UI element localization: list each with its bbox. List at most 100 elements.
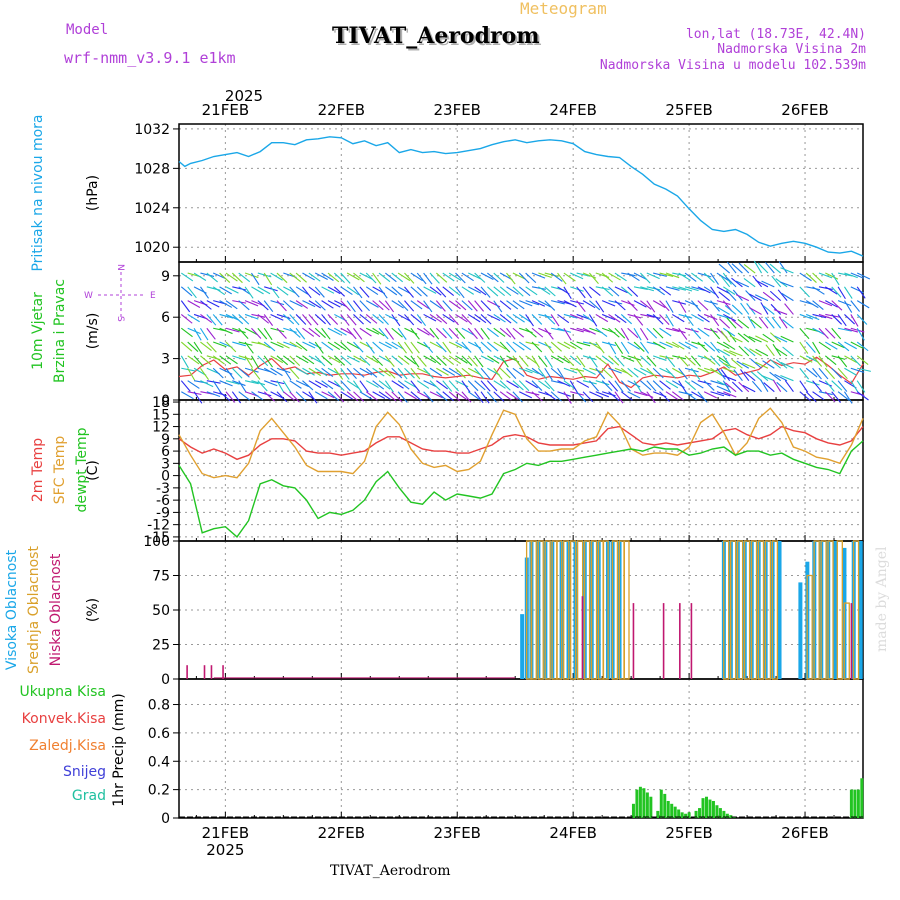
wind-arrow (620, 367, 633, 378)
wind-arrow (856, 355, 869, 366)
wind-arrow (659, 391, 670, 402)
wind-arrow (404, 300, 415, 312)
wind-arrow (499, 286, 512, 297)
wind-arrow (799, 355, 813, 363)
wind-arrow (257, 355, 269, 367)
wind-arrow (678, 367, 688, 380)
wind-arrow (799, 380, 809, 393)
wind-arrow (620, 286, 633, 297)
wind-arrow (665, 391, 678, 400)
wind-arrow (359, 355, 371, 366)
wind-arrow (327, 314, 339, 325)
wind-arrow (762, 333, 775, 343)
wind-arrow (461, 341, 472, 353)
wind-arrow (595, 313, 609, 323)
wind-arrow (270, 341, 284, 349)
wind-arrow (799, 272, 812, 282)
wind-arrow (672, 300, 686, 305)
x-tick-label-bottom: 23FEB (433, 824, 480, 842)
wind-arrow (518, 272, 530, 284)
mid-cloud-bar (771, 540, 779, 680)
low-cloud-bar (203, 665, 206, 679)
wind-arrow (353, 367, 365, 378)
wind-arrow (557, 355, 570, 364)
y-tick-label: -6 (156, 493, 170, 509)
wind-arrow (250, 355, 260, 369)
wind-arrow (365, 300, 379, 308)
wind-arrow (213, 391, 227, 397)
wind-arrow (219, 355, 232, 365)
y-tick-label: -9 (156, 505, 170, 521)
wind-arrow (747, 315, 756, 329)
wind-arrow (455, 341, 468, 350)
wind-arrow (831, 341, 845, 349)
precip-y-axis-title: 1hr Precip (mm) (111, 693, 127, 806)
wind-arrow (595, 286, 610, 291)
wind-arrow (276, 391, 288, 403)
wind-arrow (703, 286, 717, 295)
wind-arrow (691, 341, 706, 347)
wind-arrow (582, 380, 597, 385)
wind-arrow (308, 300, 322, 309)
wind-arrow (429, 341, 443, 349)
precip-bar (635, 789, 639, 818)
wind-arrow (576, 286, 586, 299)
wind-arrow (435, 327, 447, 339)
wind-arrow (818, 367, 829, 380)
high-cloud-bar (833, 541, 838, 679)
wind-arrow (639, 327, 649, 341)
wind-arrow (359, 367, 373, 376)
wind-arrow (569, 341, 583, 350)
x-tick-label-bottom: 25FEB (665, 824, 712, 842)
wind-arrow (384, 391, 397, 402)
wind-arrow (397, 341, 407, 354)
wind-arrow (321, 286, 335, 294)
wind-arrow (480, 314, 492, 325)
wind-arrow (812, 300, 824, 310)
wind-arrow (257, 314, 270, 324)
x-tick-label-bottom: 22FEB (318, 824, 365, 842)
wind-arrow (480, 327, 490, 340)
wind-arrow (423, 391, 434, 403)
wind-arrow (723, 349, 737, 357)
wind-arrow (455, 272, 466, 284)
wind-arrow (672, 286, 687, 291)
wind-arrow (372, 327, 385, 337)
wind-arrow (257, 286, 271, 295)
mid-cloud-bar (730, 540, 737, 680)
wind-arrow (423, 380, 437, 388)
wind-arrow (684, 380, 697, 391)
wind-arrow (544, 272, 559, 277)
wind-arrow (812, 327, 826, 336)
low-cloud-bar (581, 596, 584, 679)
precip-bar (725, 813, 729, 818)
wind-arrow (308, 327, 321, 338)
wind-arrow (212, 355, 225, 365)
wind-arrow (308, 272, 321, 282)
wind-arrow (627, 391, 641, 399)
wind-arrow (684, 286, 699, 292)
wind-arrow (289, 367, 300, 380)
wind-arrow (461, 300, 473, 311)
wind-arrow (608, 313, 621, 323)
wind-arrow (563, 313, 578, 319)
wind-arrow (270, 327, 285, 333)
wind-arrow (633, 391, 648, 397)
precip-bar (663, 793, 667, 818)
wind-arrow (391, 380, 404, 389)
wind-arrow (512, 355, 522, 368)
precip-bar (715, 805, 719, 818)
wind-arrow (704, 327, 718, 333)
wind-arrow (659, 327, 672, 337)
wind-arrow (429, 391, 443, 399)
cloud-bars (186, 540, 863, 680)
wind-arrow (353, 391, 365, 402)
wind-arrow (831, 327, 842, 340)
wind-arrow (772, 343, 782, 357)
wind-arrow (295, 327, 306, 340)
wind-arrow (487, 272, 499, 283)
y-tick-label: 9 (161, 432, 170, 448)
wind-arrow (589, 286, 601, 296)
wind-arrow (614, 341, 624, 355)
wind-arrow (557, 341, 571, 350)
